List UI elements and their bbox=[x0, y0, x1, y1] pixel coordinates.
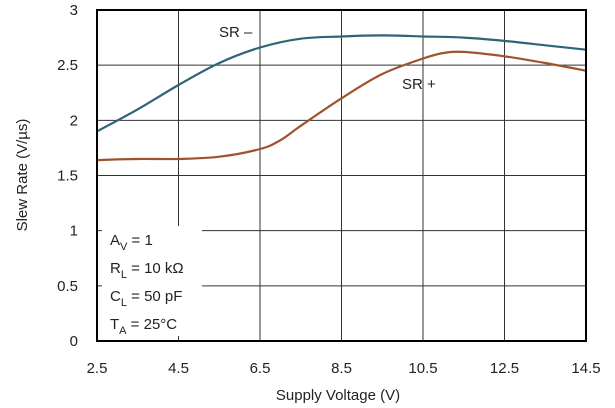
y-tick-label: 3 bbox=[70, 2, 78, 19]
condition-cl: CL = 50 pF bbox=[110, 288, 182, 309]
y-tick-label: 2.5 bbox=[57, 57, 78, 74]
x-tick-labels: 2.5 4.5 6.5 8.5 10.5 12.5 14.5 bbox=[87, 360, 601, 377]
x-axis-title: Supply Voltage (V) bbox=[276, 387, 400, 404]
series-label-sr-plus: SR + bbox=[402, 76, 436, 93]
condition-rl: RL = 10 kΩ bbox=[110, 260, 184, 281]
series-line-sr-plus bbox=[95, 50, 588, 162]
x-tick-label: 10.5 bbox=[408, 360, 437, 377]
series-line-sr-minus bbox=[95, 34, 588, 133]
x-tick-label: 8.5 bbox=[331, 360, 352, 377]
series-label-sr-minus: SR – bbox=[219, 24, 253, 41]
x-tick-label: 2.5 bbox=[87, 360, 108, 377]
condition-av: AV = 1 bbox=[110, 232, 153, 253]
series-layer bbox=[95, 34, 588, 162]
y-tick-label: 2 bbox=[70, 112, 78, 129]
conditions-box: AV = 1 RL = 10 kΩ CL = 50 pF TA = 25°C bbox=[102, 226, 202, 337]
x-tick-label: 6.5 bbox=[250, 360, 271, 377]
x-tick-label: 12.5 bbox=[490, 360, 519, 377]
conditions-box-background bbox=[102, 226, 202, 336]
plot-frame bbox=[96, 9, 587, 342]
x-tick-label: 14.5 bbox=[571, 360, 600, 377]
y-tick-label: 1 bbox=[70, 223, 78, 240]
x-tick-label: 4.5 bbox=[168, 360, 189, 377]
y-tick-label: 1.5 bbox=[57, 168, 78, 185]
y-axis-title: Slew Rate (V/µs) bbox=[14, 119, 31, 232]
condition-ta: TA = 25°C bbox=[110, 316, 177, 337]
y-tick-label: 0.5 bbox=[57, 278, 78, 295]
y-tick-label: 0 bbox=[70, 333, 78, 350]
y-tick-labels: 0 0.5 1 1.5 2 2.5 3 bbox=[57, 2, 78, 350]
